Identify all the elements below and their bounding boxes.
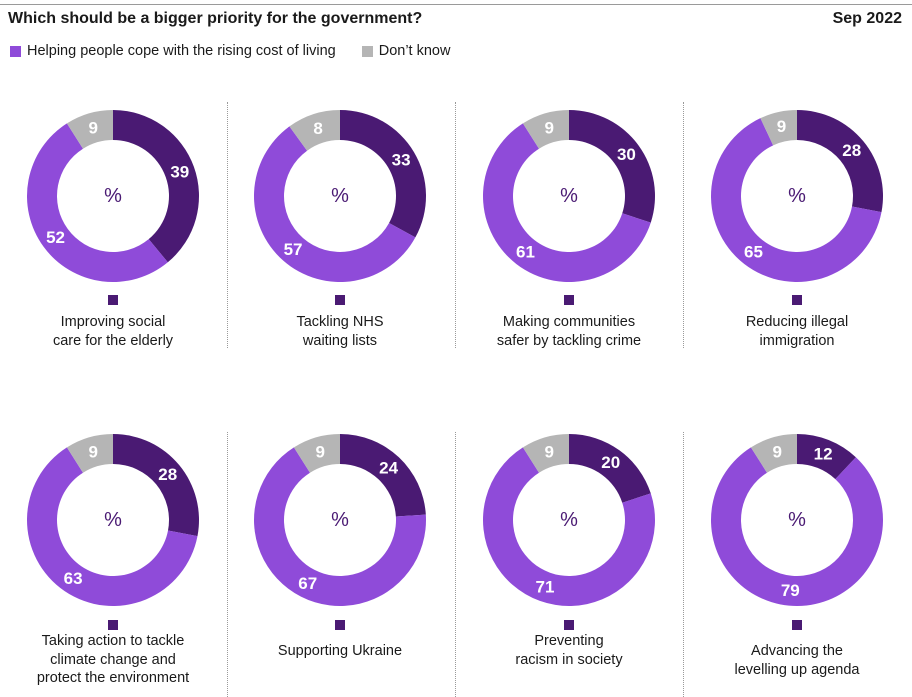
donut-slice-cost-of-living [254, 447, 426, 606]
panel-label: Taking action to tackle climate change a… [36, 633, 190, 686]
data-label-dont-know: 8 [313, 119, 322, 138]
donut-slice-dont-know [522, 110, 569, 149]
data-label-cost-of-living: 65 [744, 243, 763, 262]
donut-slice-dont-know [750, 434, 797, 473]
data-label-option: 28 [158, 465, 177, 484]
data-label-cost-of-living: 79 [781, 581, 800, 600]
donut-slice-dont-know [293, 434, 340, 473]
data-label-dont-know: 9 [544, 442, 553, 461]
donut-slice-dont-know [760, 110, 797, 146]
panel-label: Advancing the levelling up agenda [734, 643, 860, 678]
donut-slice-cost-of-living [711, 447, 884, 606]
data-label-cost-of-living: 67 [298, 574, 317, 593]
data-label-dont-know: 9 [88, 442, 97, 461]
option-marker [108, 295, 118, 305]
legend-swatch-cost-of-living [10, 45, 21, 57]
data-label-option: 30 [617, 145, 636, 164]
donut-center-percent: % [331, 185, 349, 207]
legend-label-cost-of-living: Helping people cope with the rising cost… [27, 43, 336, 59]
donut-center-percent: % [560, 509, 578, 531]
data-label-option: 28 [842, 141, 861, 160]
donut-slice-option [797, 110, 883, 213]
option-marker [564, 295, 574, 305]
panel-label: Tackling NHS waiting lists [296, 314, 384, 349]
data-label-cost-of-living: 61 [516, 243, 535, 262]
donut-center-percent: % [788, 185, 806, 207]
donut-center-percent: % [104, 185, 122, 207]
donut-slice-option [569, 434, 651, 503]
data-label-dont-know: 9 [315, 442, 324, 461]
legend: Helping people cope with the rising cost… [10, 43, 476, 59]
donut-slice-dont-know [522, 434, 569, 473]
panel-label: Reducing illegal immigration [745, 314, 849, 349]
donut-slice-option [569, 110, 655, 223]
donut-slice-option [340, 434, 426, 517]
option-marker [108, 620, 118, 630]
chart-title: Which should be a bigger priority for th… [8, 10, 423, 27]
donut-center-percent: % [788, 509, 806, 531]
data-label-option: 12 [814, 444, 833, 463]
panel-label: Preventing racism in society [515, 633, 623, 668]
donut-slice-cost-of-living [482, 123, 651, 283]
data-label-option: 20 [601, 453, 620, 472]
donut-slice-cost-of-living [482, 447, 655, 606]
panel-divider [455, 432, 456, 697]
donut-slice-dont-know [66, 110, 113, 149]
panel-divider [455, 102, 456, 348]
donut-slice-dont-know [66, 434, 113, 473]
option-marker [792, 620, 802, 630]
donut-slice-cost-of-living [711, 118, 882, 283]
donut-slice-dont-know [289, 110, 340, 151]
donut-slice-option [113, 110, 199, 263]
panel-label: Supporting Ukraine [277, 643, 403, 659]
data-label-dont-know: 9 [777, 117, 786, 136]
data-label-cost-of-living: 57 [284, 240, 303, 259]
data-label-dont-know: 9 [544, 118, 553, 137]
donut-slice-option [340, 110, 427, 238]
data-label-cost-of-living: 71 [535, 577, 554, 596]
panel-divider [227, 432, 228, 697]
data-label-option: 24 [379, 459, 398, 478]
panel-divider [683, 102, 684, 348]
data-label-option: 39 [170, 162, 189, 181]
data-label-cost-of-living: 63 [64, 569, 83, 588]
donut-slice-cost-of-living [26, 447, 198, 606]
data-label-option: 33 [392, 150, 411, 169]
donut-center-percent: % [560, 185, 578, 207]
donut-slice-cost-of-living [26, 123, 168, 283]
panel-label: Improving social care for the elderly [52, 314, 174, 349]
donut-center-percent: % [104, 509, 122, 531]
data-label-dont-know: 9 [88, 118, 97, 137]
legend-item-cost-of-living: Helping people cope with the rising cost… [10, 43, 336, 59]
donut-slice-option [797, 434, 856, 480]
legend-label-dont-know: Don’t know [378, 43, 451, 59]
legend-swatch-dont-know [361, 45, 373, 57]
panel-divider [683, 432, 684, 697]
data-label-dont-know: 9 [772, 442, 781, 461]
panel-label: Making communities safer by tackling cri… [496, 314, 642, 349]
top-rule [0, 4, 912, 5]
option-marker [564, 620, 574, 630]
legend-item-dont-know: Don’t know [361, 43, 451, 59]
option-marker [335, 620, 345, 630]
data-label-cost-of-living: 52 [46, 228, 65, 247]
option-marker [792, 295, 802, 305]
chart-date: Sep 2022 [832, 10, 902, 27]
panel-divider [227, 102, 228, 348]
donut-slice-option [113, 434, 199, 537]
option-marker [335, 295, 345, 305]
donut-slice-cost-of-living [253, 126, 416, 283]
donut-center-percent: % [331, 509, 349, 531]
